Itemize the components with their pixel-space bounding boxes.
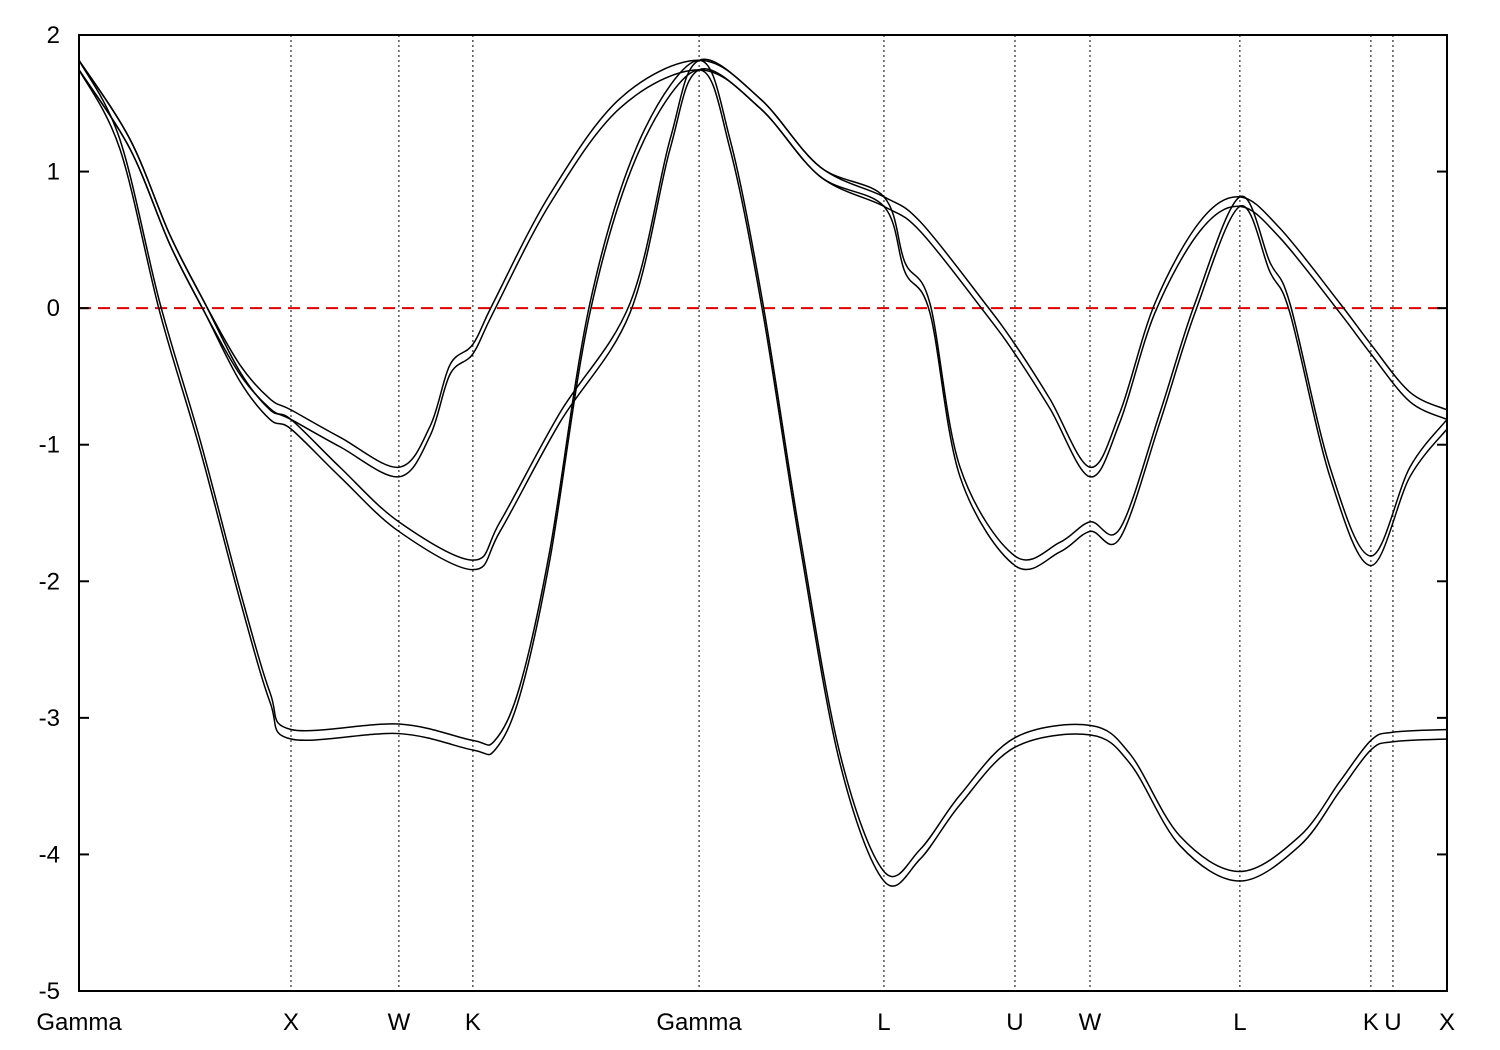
bands [78,58,1448,887]
x-tick-label: U [1006,1009,1023,1036]
y-tick-label: 0 [47,295,60,322]
band-2-line-1 [78,68,1448,571]
x-tick-label: Gamma [36,1009,122,1036]
grid-lines [290,35,1394,991]
band-1-line-2 [78,59,1448,878]
x-tick-label: K [465,1009,481,1036]
x-tick-label: L [1233,1009,1246,1036]
x-tick-label: U [1384,1009,1401,1036]
x-tick-label: X [283,1009,299,1036]
plot-frame [78,34,1448,992]
y-tick-label: 2 [47,22,60,49]
y-tick-label: -2 [39,568,60,595]
x-tick-label: W [1079,1009,1102,1036]
y-tick-label: 1 [47,159,60,186]
band-3-line-1 [78,69,1448,478]
y-tick-label: -3 [39,705,60,732]
y-axis: 2 1 0 -1 -2 -3 -4 -5 [39,22,1447,1005]
y-tick-label: -5 [39,978,60,1005]
x-tick-label: X [1439,1009,1455,1036]
plot-border [78,34,1448,992]
y-tick-label: -1 [39,432,60,459]
x-tick-label: Gamma [656,1009,742,1036]
x-tick-label: W [388,1009,411,1036]
y-tick-label: -4 [39,841,60,868]
x-tick-label: K [1363,1009,1379,1036]
band-3-line-2 [78,59,1448,469]
x-axis: Gamma X W K Gamma L U W L K U X [36,1009,1455,1036]
x-tick-label: L [877,1009,890,1036]
band-1-line-1 [78,69,1448,887]
